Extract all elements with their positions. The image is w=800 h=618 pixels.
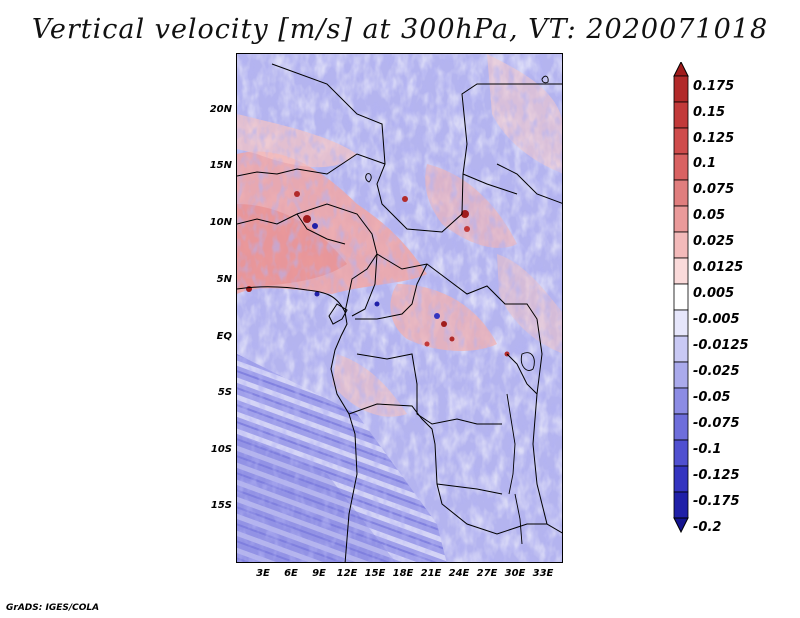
colorbar-swatch <box>673 257 689 285</box>
lon-tick: 21E <box>420 568 442 579</box>
lat-tick: 10S <box>210 444 232 455</box>
lon-tick: 24E <box>448 568 470 579</box>
lat-tick: 5N <box>216 274 232 285</box>
colorbar-label: -0.05 <box>693 390 731 405</box>
colorbar-label: -0.075 <box>693 416 740 431</box>
colorbar-label: -0.1 <box>693 442 722 457</box>
country-borders <box>237 63 562 562</box>
colorbar-label: 0.0125 <box>693 260 744 275</box>
colorbar-label: -0.0125 <box>693 338 749 353</box>
lon-tick: 30E <box>504 568 526 579</box>
colorbar-label: -0.125 <box>693 468 740 483</box>
colorbar-swatch <box>673 153 689 181</box>
colorbar-arrow-bottom <box>673 517 689 534</box>
colorbar <box>673 62 689 534</box>
colorbar-swatch <box>673 413 689 441</box>
colorbar-label: 0.05 <box>693 208 726 223</box>
colorbar-label: -0.025 <box>693 364 740 379</box>
lon-tick: 3E <box>256 568 270 579</box>
lat-tick: EQ <box>216 331 232 342</box>
lat-tick: 5S <box>217 387 232 398</box>
lon-tick: 9E <box>312 568 326 579</box>
lat-tick: 15S <box>210 500 232 511</box>
grads-credit: GrADS: IGES/COLA <box>6 603 100 613</box>
map-panel <box>236 53 563 563</box>
colorbar-label: -0.005 <box>693 312 740 327</box>
lon-tick: 15E <box>364 568 386 579</box>
colorbar-label: -0.2 <box>693 520 722 535</box>
colorbar-label: 0.025 <box>693 234 735 249</box>
colorbar-label: 0.125 <box>693 131 735 146</box>
lon-tick: 6E <box>284 568 298 579</box>
colorbar-label: 0.15 <box>693 105 726 120</box>
lat-tick: 15N <box>209 160 232 171</box>
colorbar-swatch <box>673 179 689 207</box>
colorbar-swatch <box>673 361 689 389</box>
colorbar-swatch <box>673 75 689 103</box>
colorbar-swatch <box>673 231 689 259</box>
colorbar-arrow-top <box>673 62 689 77</box>
chart-title: Vertical velocity [m/s] at 300hPa, VT: 2… <box>31 14 769 45</box>
lakes <box>365 75 549 545</box>
colorbar-swatch <box>673 335 689 363</box>
colorbar-swatch <box>673 491 689 519</box>
lon-tick: 33E <box>532 568 554 579</box>
colorbar-label: 0.075 <box>693 182 735 197</box>
colorbar-label: 0.005 <box>693 286 735 301</box>
colorbar-swatch <box>673 309 689 337</box>
colorbar-swatch <box>673 439 689 467</box>
colorbar-swatch <box>673 465 689 493</box>
colorbar-swatch <box>673 127 689 155</box>
lat-tick: 10N <box>209 217 232 228</box>
lat-tick: 20N <box>209 104 232 115</box>
lon-tick: 12E <box>336 568 358 579</box>
colorbar-label: 0.175 <box>693 79 735 94</box>
lon-tick: 27E <box>476 568 498 579</box>
colorbar-label: -0.175 <box>693 494 740 509</box>
vertical-velocity-field <box>237 54 562 562</box>
colorbar-swatch <box>673 387 689 415</box>
colorbar-swatch <box>673 205 689 233</box>
colorbar-swatch <box>673 101 689 129</box>
lon-tick: 18E <box>392 568 414 579</box>
colorbar-swatch <box>673 283 689 311</box>
colorbar-label: 0.1 <box>693 156 717 171</box>
